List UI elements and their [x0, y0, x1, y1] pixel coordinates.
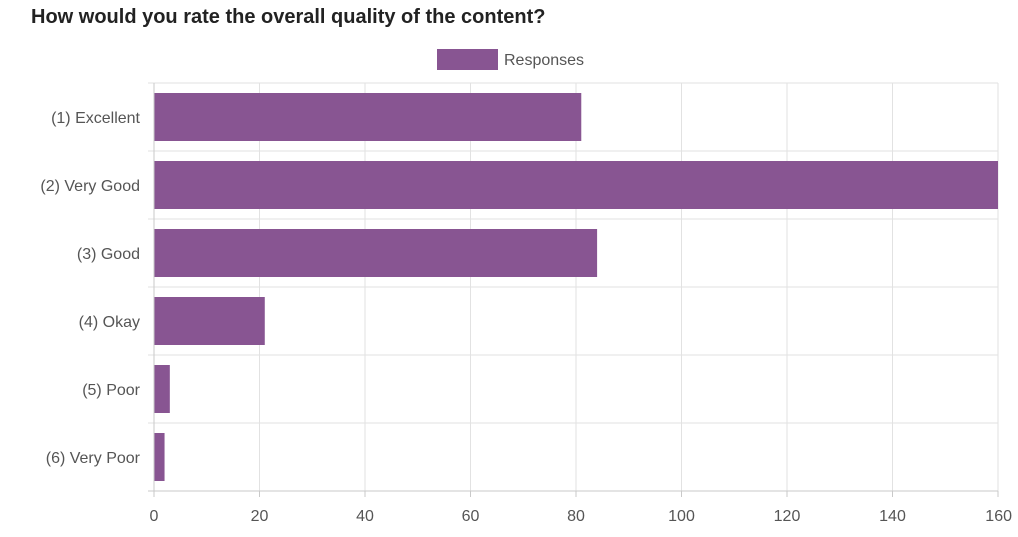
- x-tick-labels: 0 20 40 60 80 100 120 140 160: [150, 508, 1013, 525]
- chart-title: How would you rate the overall quality o…: [31, 6, 546, 28]
- category-label: (4) Okay: [79, 314, 140, 331]
- category-label: (1) Excellent: [51, 110, 140, 127]
- bar[interactable]: [154, 365, 170, 413]
- bar[interactable]: [154, 229, 598, 277]
- x-tick-label: 160: [985, 508, 1012, 525]
- legend-label-responses: Responses: [504, 52, 584, 69]
- category-label: (2) Very Good: [40, 178, 140, 195]
- category-label: (3) Good: [77, 246, 140, 263]
- x-tick-label: 140: [879, 508, 906, 525]
- x-tick-label: 120: [774, 508, 801, 525]
- legend-swatch: [437, 49, 498, 70]
- bar[interactable]: [154, 433, 165, 481]
- x-tick-label: 40: [356, 508, 374, 525]
- bar[interactable]: [154, 93, 582, 141]
- bar[interactable]: [154, 161, 998, 209]
- category-labels: (1) Excellent (2) Very Good (3) Good (4) Ok…: [40, 110, 140, 467]
- gridlines: [148, 82, 999, 491]
- bar[interactable]: [154, 297, 265, 345]
- category-label: (5) Poor: [82, 382, 140, 399]
- x-tick-label: 0: [150, 508, 159, 525]
- legend[interactable]: Responses: [437, 49, 584, 70]
- axes: [148, 83, 999, 497]
- x-tick-label: 20: [251, 508, 269, 525]
- bars: [154, 93, 998, 481]
- category-label: (6) Very Poor: [46, 450, 141, 467]
- x-tick-label: 80: [567, 508, 585, 525]
- x-tick-label: 60: [462, 508, 480, 525]
- x-tick-label: 100: [668, 508, 695, 525]
